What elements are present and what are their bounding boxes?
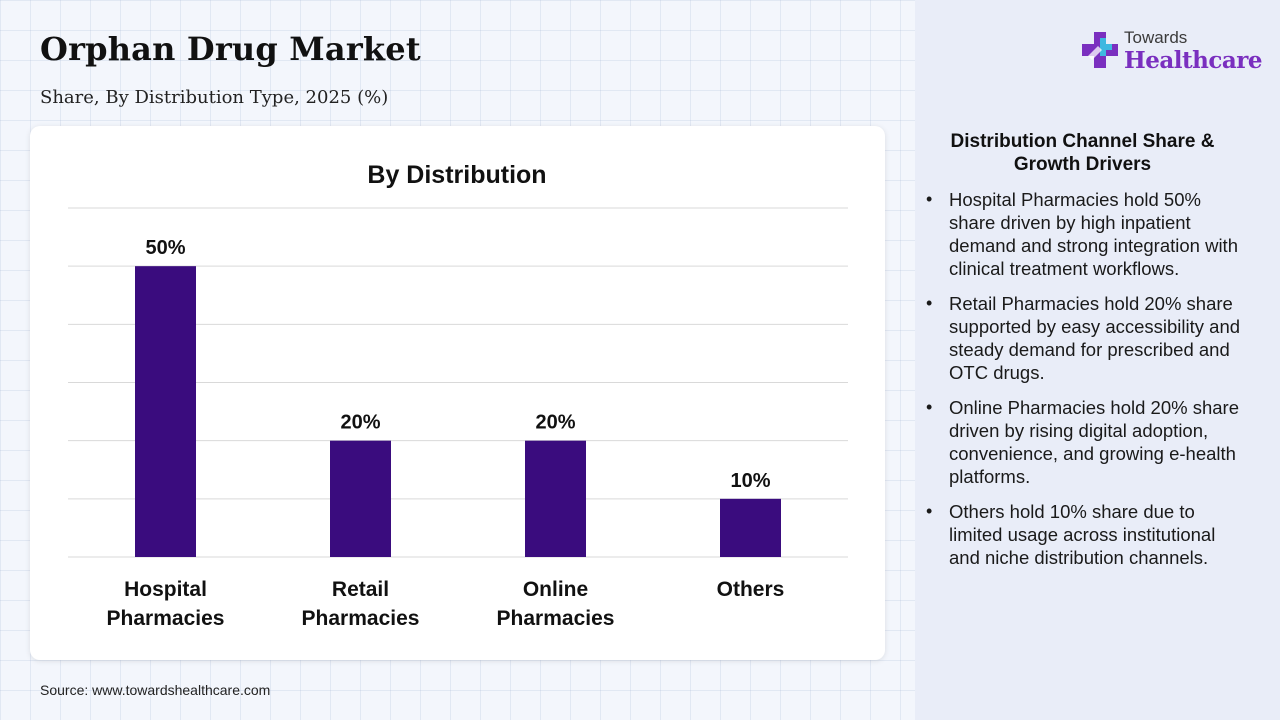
bar-chart: By Distribution 50% 20% 20% 10% Hospital Pha… (68, 161, 848, 630)
list-item: • Retail Pharmacies hold 20% share suppor… (922, 292, 1242, 384)
category-label: Online (523, 578, 588, 601)
page-title: Orphan Drug Market (40, 30, 421, 68)
bar-value-label: 50% (145, 237, 185, 259)
driver-text: Retail Pharmacies hold 20% share support… (949, 293, 1241, 383)
list-item: • Online Pharmacies hold 20% share driven… (922, 396, 1242, 488)
category-label: Pharmacies (302, 607, 420, 630)
logo-text-healthcare: Healthcare (1124, 47, 1263, 74)
driver-text: Others hold 10% share due to limited usa… (949, 501, 1216, 568)
bar-value-label: 10% (730, 470, 770, 492)
logo-text-towards: Towards (1124, 28, 1188, 47)
category-label: Pharmacies (497, 607, 615, 630)
right-panel (915, 0, 1280, 720)
bar (525, 440, 586, 557)
chart-title: By Distribution (367, 161, 546, 189)
list-item: • Hospital Pharmacies hold 50% share driv… (922, 188, 1242, 280)
page-subtitle: Share, By Distribution Type, 2025 (%) (40, 87, 389, 108)
category-label: Retail (332, 578, 389, 601)
chart-bars (135, 266, 781, 557)
bar-value-label: 20% (340, 412, 380, 434)
bar-value-label: 20% (535, 412, 575, 434)
chart-card: By Distribution 50% 20% 20% 10% Hospital Pha… (30, 126, 885, 660)
list-item: • Others hold 10% share due to limited us… (922, 500, 1242, 569)
growth-drivers-list: • Hospital Pharmacies hold 50% share driv… (922, 188, 1242, 581)
bar (330, 440, 391, 557)
bullet-icon: • (926, 189, 933, 209)
chart-value-labels: 50% 20% 20% 10% (145, 237, 770, 492)
towards-healthcare-logo: Towards Healthcare (1080, 28, 1263, 78)
medical-cross-icon (1082, 32, 1118, 68)
bullet-icon: • (926, 501, 933, 521)
driver-text: Online Pharmacies hold 20% share driven … (949, 397, 1239, 487)
bullet-icon: • (926, 397, 933, 417)
bar (720, 498, 781, 557)
chart-category-labels: Hospital Pharmacies Retail Pharmacies Online… (107, 578, 785, 630)
panel-heading: Distribution Channel Share & Growth Driv… (950, 131, 1215, 175)
source-note: Source: www.towardshealthcare.com (40, 682, 271, 698)
driver-text: Hospital Pharmacies hold 50% share drive… (949, 189, 1238, 279)
bar (135, 266, 196, 557)
category-label: Others (717, 578, 785, 601)
chart-gridlines (68, 207, 848, 558)
category-label: Hospital (124, 578, 207, 601)
bullet-icon: • (926, 293, 933, 313)
category-label: Pharmacies (107, 607, 225, 630)
